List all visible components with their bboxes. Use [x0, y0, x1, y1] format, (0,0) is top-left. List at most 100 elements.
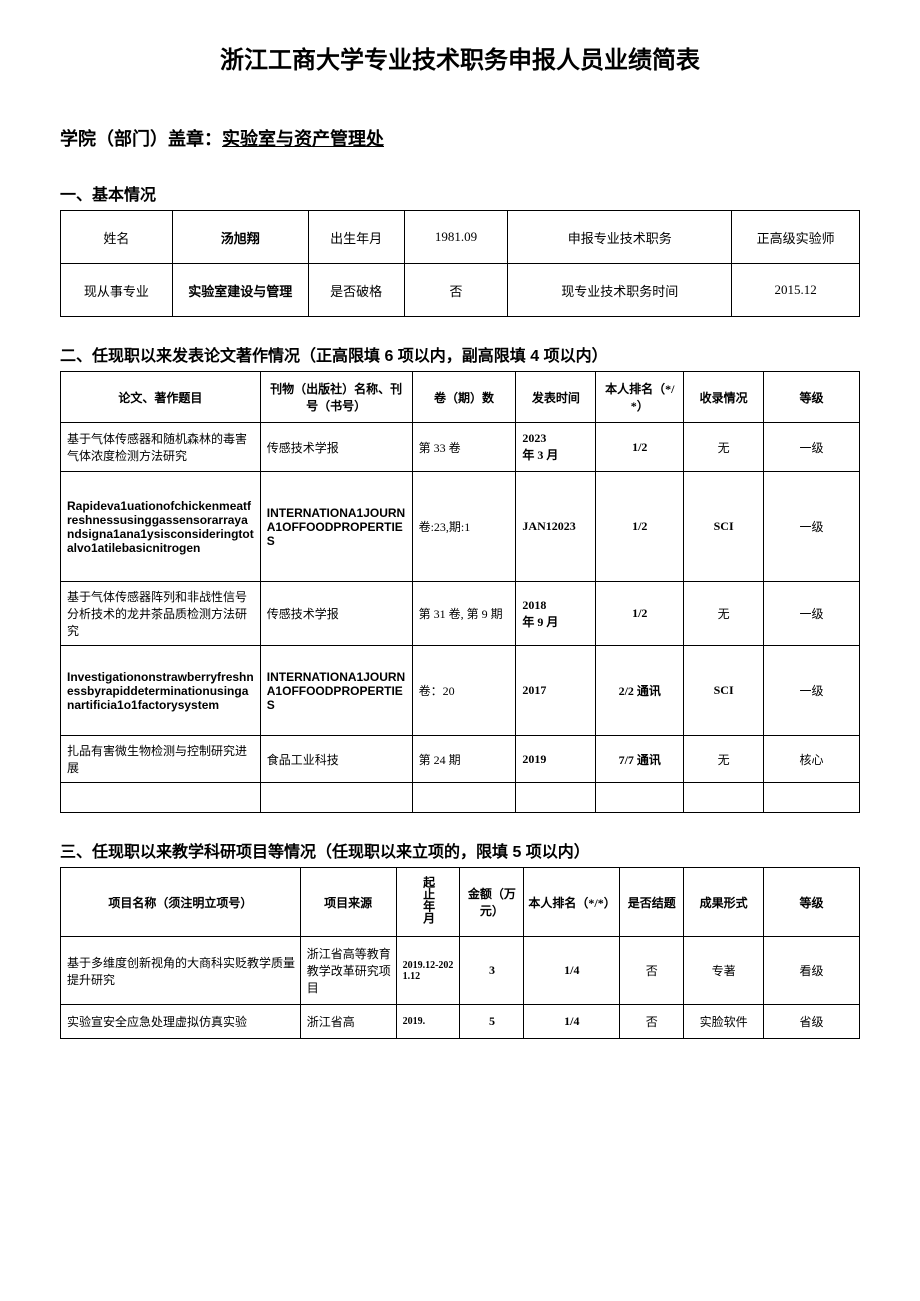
pub-index: 无 [684, 582, 764, 646]
col-proj-done: 是否结题 [620, 868, 684, 937]
col-rank: 本人排名（*/*） [596, 372, 684, 423]
table-row: 现从事专业 实验室建设与管理 是否破格 否 现专业技术职务时间 2015.12 [61, 264, 860, 317]
pub-level: 核心 [764, 736, 860, 783]
section3-header: 三、任现职以来教学科研项目等情况（任现职以来立项的，限填 5 项以内） [60, 838, 860, 862]
pub-journal: 传感技术学报 [260, 423, 412, 472]
apply-value: 正高级实验师 [732, 211, 860, 264]
major-value: 实验室建设与管理 [172, 264, 308, 317]
publications-table: 论文、著作题目 刊物（出版社）名称、刊号（书号） 卷（期）数 发表时间 本人排名… [60, 371, 860, 813]
pub-index: SCI [684, 646, 764, 736]
col-proj-rank: 本人排名（*/*） [524, 868, 620, 937]
table-row: 基于气体传感器和随机森林的毒害气体浓度检测方法研究 传感技术学报 第 33 卷 … [61, 423, 860, 472]
proj-rank: 1/4 [524, 937, 620, 1005]
time-value: 2015.12 [732, 264, 860, 317]
pub-index: 无 [684, 736, 764, 783]
pub-journal: INTERNATIONA1JOURNA1OFFOODPROPERTIES [260, 472, 412, 582]
page-title: 浙江工商大学专业技术职务申报人员业绩简表 [60, 40, 860, 75]
proj-form: 专著 [684, 937, 764, 1005]
pub-journal: INTERNATIONA1JOURNA1OFFOODPROPERTIES [260, 646, 412, 736]
dept-line: 学院（部门）盖章：实验室与资产管理处 [60, 125, 860, 151]
pub-level: 一级 [764, 582, 860, 646]
pub-title: 基于气体传感器阵列和非战性信号分析技术的龙井茶品质检测方法研究 [61, 582, 261, 646]
time-label: 现专业技术职务时间 [508, 264, 732, 317]
pub-volume: 第 24 期 [412, 736, 516, 783]
major-label: 现从事专业 [61, 264, 173, 317]
pub-level: 一级 [764, 472, 860, 582]
basic-info-table: 姓名 汤旭翔 出生年月 1981.09 申报专业技术职务 正高级实验师 现从事专… [60, 210, 860, 317]
pub-date: 2023 年 3 月 [516, 423, 596, 472]
pub-title: Rapideva1uationofchickenmeatfreshnessusi… [61, 472, 261, 582]
proj-level: 省级 [764, 1005, 860, 1039]
pub-level: 一级 [764, 646, 860, 736]
proj-source: 浙江省高 [300, 1005, 396, 1039]
pub-date: 2018 年 9 月 [516, 582, 596, 646]
pub-date: JAN12023 [516, 472, 596, 582]
table-row: 姓名 汤旭翔 出生年月 1981.09 申报专业技术职务 正高级实验师 [61, 211, 860, 264]
proj-amount: 5 [460, 1005, 524, 1039]
pub-rank: 1/2 [596, 582, 684, 646]
break-value: 否 [404, 264, 508, 317]
proj-name: 实验宣安全应急处理虚拟仿真实验 [61, 1005, 301, 1039]
pub-title: Investigationonstrawberryfreshnessbyrapi… [61, 646, 261, 736]
col-proj-amount: 金额（万元） [460, 868, 524, 937]
proj-done: 否 [620, 937, 684, 1005]
table-row: 基于多维度创新视角的大商科实贬教学质量提升研究 浙江省高等教育教学改革研究项目 … [61, 937, 860, 1005]
table-row: 实验宣安全应急处理虚拟仿真实验 浙江省高 2019. 5 1/4 否 实脸软件 … [61, 1005, 860, 1039]
table-row: Investigationonstrawberryfreshnessbyrapi… [61, 646, 860, 736]
pub-rank: 7/7 通讯 [596, 736, 684, 783]
pub-level: 一级 [764, 423, 860, 472]
table-row: Rapideva1uationofchickenmeatfreshnessusi… [61, 472, 860, 582]
col-volume: 卷（期）数 [412, 372, 516, 423]
section2-header: 二、任现职以来发表论文著作情况（正高限填 6 项以内，副高限填 4 项以内） [60, 342, 860, 366]
birth-label: 出生年月 [308, 211, 404, 264]
proj-level: 看级 [764, 937, 860, 1005]
pub-rank: 2/2 通讯 [596, 646, 684, 736]
pub-volume: 第 33 卷 [412, 423, 516, 472]
name-value: 汤旭翔 [172, 211, 308, 264]
table-header-row: 论文、著作题目 刊物（出版社）名称、刊号（书号） 卷（期）数 发表时间 本人排名… [61, 372, 860, 423]
proj-form: 实脸软件 [684, 1005, 764, 1039]
apply-label: 申报专业技术职务 [508, 211, 732, 264]
dept-value: 实验室与资产管理处 [222, 129, 384, 149]
table-row: 基于气体传感器阵列和非战性信号分析技术的龙井茶品质检测方法研究 传感技术学报 第… [61, 582, 860, 646]
table-row-empty [61, 783, 860, 813]
col-proj-source: 项目来源 [300, 868, 396, 937]
pub-title: 扎品有害微生物检测与控制研究进展 [61, 736, 261, 783]
pub-date: 2019 [516, 736, 596, 783]
col-proj-level: 等级 [764, 868, 860, 937]
proj-name: 基于多维度创新视角的大商科实贬教学质量提升研究 [61, 937, 301, 1005]
col-proj-name: 项目名称（须注明立项号） [61, 868, 301, 937]
dept-label: 学院（部门）盖章： [60, 129, 222, 149]
col-index: 收录情况 [684, 372, 764, 423]
proj-period: 2019.12-2021.12 [396, 937, 460, 1005]
pub-index: 无 [684, 423, 764, 472]
pub-volume: 卷:23,期:1 [412, 472, 516, 582]
pub-journal: 传感技术学报 [260, 582, 412, 646]
birth-value: 1981.09 [404, 211, 508, 264]
col-title: 论文、著作题目 [61, 372, 261, 423]
pub-rank: 1/2 [596, 472, 684, 582]
proj-period: 2019. [396, 1005, 460, 1039]
pub-rank: 1/2 [596, 423, 684, 472]
pub-index: SCI [684, 472, 764, 582]
col-proj-period: 起止年月 [396, 868, 460, 937]
break-label: 是否破格 [308, 264, 404, 317]
pub-date: 2017 [516, 646, 596, 736]
col-journal: 刊物（出版社）名称、刊号（书号） [260, 372, 412, 423]
pub-volume: 第 31 卷, 第 9 期 [412, 582, 516, 646]
pub-journal: 食品工业科技 [260, 736, 412, 783]
name-label: 姓名 [61, 211, 173, 264]
projects-table: 项目名称（须注明立项号） 项目来源 起止年月 金额（万元） 本人排名（*/*） … [60, 867, 860, 1039]
proj-amount: 3 [460, 937, 524, 1005]
table-row: 扎品有害微生物检测与控制研究进展 食品工业科技 第 24 期 2019 7/7 … [61, 736, 860, 783]
pub-title: 基于气体传感器和随机森林的毒害气体浓度检测方法研究 [61, 423, 261, 472]
col-proj-form: 成果形式 [684, 868, 764, 937]
col-date: 发表时间 [516, 372, 596, 423]
proj-source: 浙江省高等教育教学改革研究项目 [300, 937, 396, 1005]
section1-header: 一、基本情况 [60, 181, 860, 205]
proj-rank: 1/4 [524, 1005, 620, 1039]
pub-volume: 卷：20 [412, 646, 516, 736]
proj-done: 否 [620, 1005, 684, 1039]
table-header-row: 项目名称（须注明立项号） 项目来源 起止年月 金额（万元） 本人排名（*/*） … [61, 868, 860, 937]
col-level: 等级 [764, 372, 860, 423]
